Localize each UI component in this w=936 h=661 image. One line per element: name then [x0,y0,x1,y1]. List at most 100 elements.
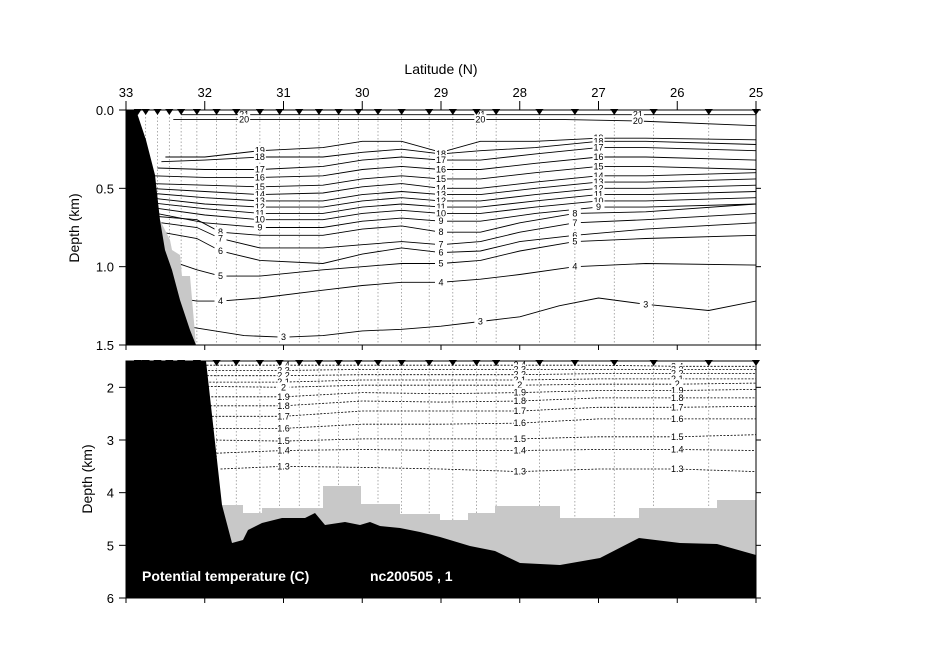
contour-label-bg [474,109,487,119]
y-tick-label: 5 [107,538,114,553]
station-marker [192,360,201,366]
contour-label-bg [277,382,290,392]
contour-line [149,165,757,188]
contour-label-bg [277,365,290,375]
contour-label-bg [671,368,684,378]
contour-label-bg [253,181,266,191]
contour-label-bg [238,109,251,119]
contour-label: 1.5 [671,432,684,442]
contour-label-bg [277,445,290,455]
station-marker [255,109,264,115]
contour-label: 12 [255,202,265,212]
y-axis-title-upper: Depth (km) [66,193,82,262]
lower-panel: 2.42.42.42.32.32.32.22.22.22.12.12.12221… [125,360,760,599]
contour-line [148,184,757,208]
contour-label: 6 [438,248,443,258]
contour-label-bg [671,373,684,383]
x-tick-label: 30 [355,85,369,100]
contour-label: 14 [436,183,446,193]
contour-label: 20 [633,116,643,126]
contour-label-bg [253,172,266,182]
contour-label-bg [435,155,447,165]
contour-label-bg [592,202,605,212]
contour-label-bg [214,233,227,243]
contour-label-bg [592,161,605,171]
contour-label-bg [253,208,266,218]
contour-label: 21 [633,110,643,120]
contour-label: 1.7 [513,406,526,416]
contour-label: 15 [255,182,265,192]
contour-label: 9 [257,223,262,233]
contour-label-bg [435,202,447,212]
station-marker [448,109,457,115]
contour-line [157,147,757,170]
x-tick-label: 27 [591,85,605,100]
contour-label-bg [253,202,266,212]
contour-label-bg [277,360,290,370]
y-tick-label: 3 [107,433,114,448]
contour-label: 2.2 [513,370,526,380]
station-marker [472,360,481,366]
contour-label-bg [513,418,526,428]
contour-line [148,203,757,228]
contour-label: 11 [594,190,603,200]
contour-label: 1.9 [513,388,526,398]
contour-label-bg [435,164,447,174]
contour-label-bg [513,466,526,476]
contour-label-bg [253,152,266,161]
contour-label: 11 [436,202,445,212]
station-marker [649,109,658,115]
station-marker [141,109,150,115]
contour-label: 15 [593,161,603,171]
y-axis-lower: Depth (km) 2 3 4 5 6 [79,380,761,606]
contour-label-bg [513,433,526,443]
contour-label-bg [513,396,526,406]
contour-label: 3 [281,332,286,342]
contour-line [216,449,757,454]
contour-label: 14 [255,190,265,200]
contour-label: 1.4 [513,446,526,456]
contour-label-bg [214,296,227,306]
contour-label: 2.4 [277,360,290,370]
caption-cruise: nc200505 , 1 [370,568,453,584]
station-marker [255,360,264,366]
contour-label: 10 [255,215,265,225]
contour-label-bg [253,195,266,205]
y-tick-label: 1.5 [96,338,114,353]
x-tick-label: 31 [276,85,290,100]
contour-label-bg [435,227,447,237]
contour-line [148,178,757,202]
station-marker [374,360,382,366]
contour-label-bg [671,431,684,441]
contour-label: 18 [436,149,446,159]
x-tick-label: 33 [119,85,133,100]
contour-label-bg [435,247,447,257]
contour-label: 10 [593,196,603,206]
contour-label: 1.7 [671,402,684,412]
contour-label: 1.4 [277,446,290,456]
contour-label-bg [671,402,684,412]
lower-bathymetry [126,361,756,598]
contour-label-bg [592,195,605,205]
station-marker [212,360,221,366]
station-marker [535,360,544,366]
contour-label: 7 [218,233,223,243]
contour-label: 1.6 [277,423,290,433]
contour-label: 17 [436,155,446,165]
contour-line [220,465,757,473]
station-marker [472,109,481,115]
station-marker [133,109,142,115]
contour-line [173,118,757,127]
station-marker [397,360,406,366]
station-marker [232,109,241,115]
contour-line [192,373,756,377]
contour-label: 7 [572,218,577,228]
contour-label-bg [513,445,526,455]
station-marker [334,360,343,366]
station-marker [153,360,162,366]
contour-label-bg [435,277,447,287]
contour-label-bg [513,387,526,397]
contour-label: 2 [675,379,680,389]
contour-label-bg [277,332,290,342]
station-marker [492,109,501,115]
